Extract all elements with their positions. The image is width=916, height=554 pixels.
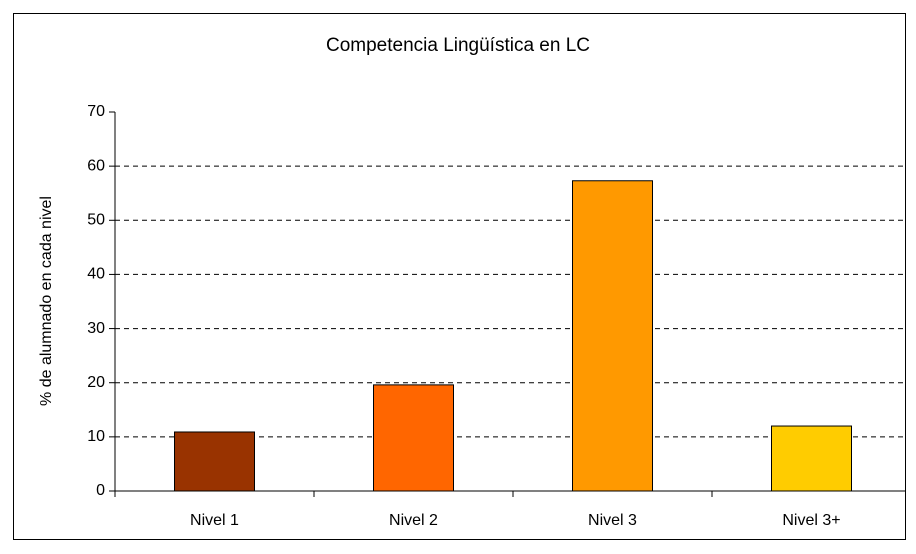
bar [174,431,255,492]
bar [572,180,653,492]
y-tick-label: 10 [87,428,105,445]
y-tick-label: 70 [87,103,105,120]
y-tick-label: 20 [87,374,105,391]
x-tick-label: Nivel 3 [588,512,637,529]
y-tick-label: 60 [87,157,105,174]
y-tick-label: 50 [87,212,105,229]
y-tick-label: 40 [87,266,105,283]
y-axis-label: % de alumnado en cada nivel [38,196,55,406]
x-tick-label: Nivel 3+ [782,512,840,529]
chart-title: Competencia Lingüística en LC [326,35,590,56]
y-tick-label: 0 [96,482,105,499]
chart-border [13,13,906,540]
x-tick-label: Nivel 2 [389,512,438,529]
y-tick-label: 30 [87,320,105,337]
x-tick-label: Nivel 1 [190,512,239,529]
bar [771,425,852,492]
bar [373,384,454,492]
